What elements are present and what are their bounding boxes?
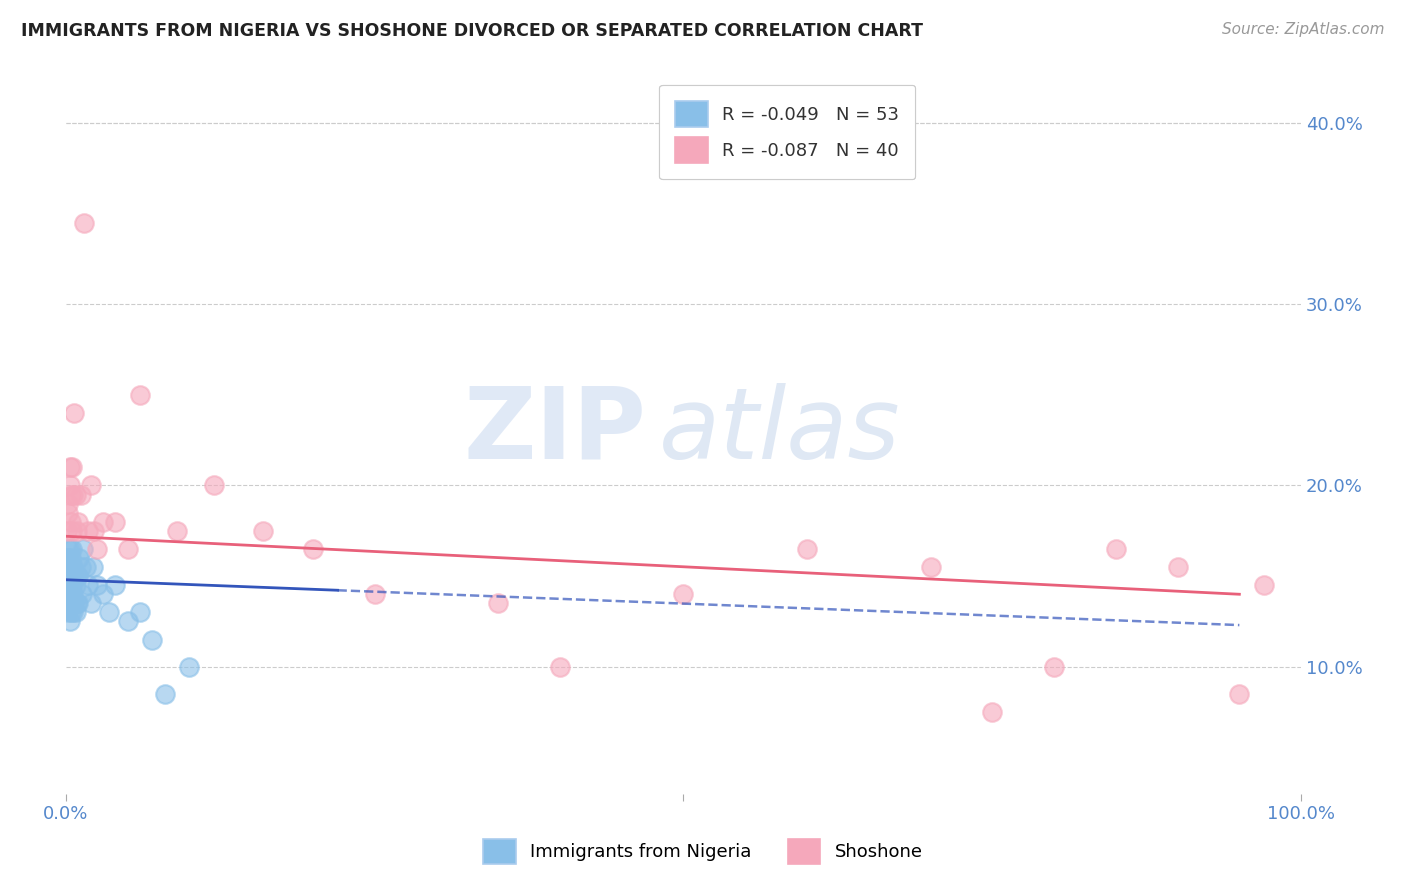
Point [58,506,80,520]
Point [62,560,84,574]
Point [75,560,97,574]
Point [56,551,79,566]
Point [920,560,942,574]
Point [1253,578,1275,592]
Point [58,569,80,583]
Point [59,569,82,583]
Point [65,606,87,620]
Point [58,541,80,556]
Point [104,515,127,529]
Point [58,497,80,511]
Point [129,606,152,620]
Point [65,578,87,592]
Point [63,596,86,610]
Point [486,596,509,610]
Point [73,216,96,230]
Point [129,388,152,402]
Point [69,560,91,574]
Point [153,687,176,701]
Text: Source: ZipAtlas.com: Source: ZipAtlas.com [1222,22,1385,37]
Point [56,578,79,592]
Point [91,515,114,529]
Point [252,524,274,538]
Point [67,551,90,566]
Point [59,515,82,529]
Point [363,587,385,601]
Point [62,487,84,501]
Point [66,596,89,610]
Point [179,660,201,674]
Point [56,560,79,574]
Point [1227,687,1250,701]
Point [77,524,100,538]
Point [58,560,80,574]
Point [58,596,80,610]
Point [59,587,82,601]
Point [62,587,84,601]
Point [86,541,108,556]
Point [58,460,80,475]
Point [82,560,104,574]
Point [77,578,100,592]
Point [59,551,82,566]
Point [59,487,82,501]
Point [1105,541,1128,556]
Legend: R = -0.049   N = 53, R = -0.087   N = 40: R = -0.049 N = 53, R = -0.087 N = 40 [659,85,915,179]
Point [60,541,83,556]
Point [79,478,101,492]
Point [60,524,83,538]
Point [58,615,80,629]
Point [548,660,571,674]
Point [60,560,83,574]
Point [141,632,163,647]
Point [58,541,80,556]
Point [56,587,79,601]
Point [58,578,80,592]
Text: ZIP: ZIP [464,383,647,480]
Point [67,569,90,583]
Point [67,596,90,610]
Point [65,487,87,501]
Point [66,524,89,538]
Text: atlas: atlas [659,383,900,480]
Point [56,524,79,538]
Point [60,460,83,475]
Point [796,541,818,556]
Point [69,487,91,501]
Point [59,606,82,620]
Point [58,478,80,492]
Point [58,569,80,583]
Point [60,578,83,592]
Point [83,524,105,538]
Point [58,587,80,601]
Point [98,606,121,620]
Point [63,406,86,420]
Point [202,478,225,492]
Point [62,606,84,620]
Point [1167,560,1189,574]
Point [672,587,695,601]
Point [58,551,80,566]
Point [63,569,86,583]
Point [981,705,1004,719]
Text: IMMIGRANTS FROM NIGERIA VS SHOSHONE DIVORCED OR SEPARATED CORRELATION CHART: IMMIGRANTS FROM NIGERIA VS SHOSHONE DIVO… [21,22,924,40]
Point [117,541,139,556]
Point [166,524,188,538]
Point [86,578,108,592]
Point [70,587,93,601]
Point [60,596,83,610]
Point [66,569,89,583]
Point [117,615,139,629]
Point [104,578,127,592]
Point [302,541,325,556]
Point [79,596,101,610]
Point [56,569,79,583]
Point [91,587,114,601]
Legend: Immigrants from Nigeria, Shoshone: Immigrants from Nigeria, Shoshone [468,824,938,879]
Point [1043,660,1066,674]
Point [67,515,90,529]
Point [72,541,94,556]
Point [58,606,80,620]
Point [58,560,80,574]
